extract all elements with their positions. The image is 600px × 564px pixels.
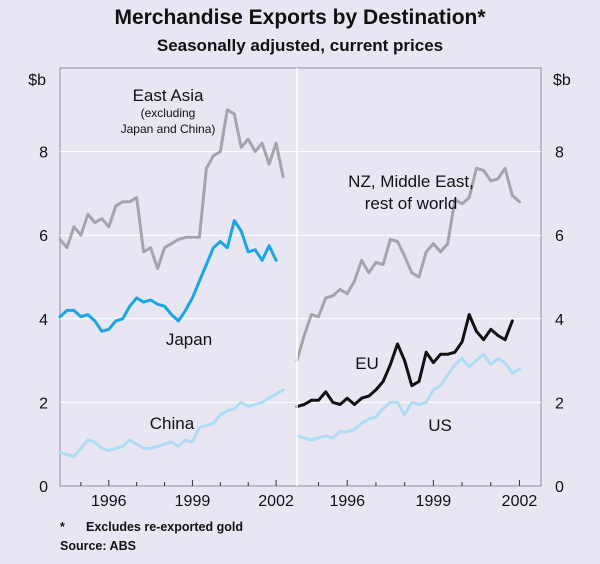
- label-east-asia-sub2: Japan and China): [121, 122, 216, 136]
- x-tick-label-right-1999: 1999: [416, 493, 452, 510]
- label-japan: Japan: [166, 330, 212, 349]
- series-line-east-asia: [58, 108, 285, 271]
- x-tick-label-right-2002: 2002: [502, 493, 538, 510]
- y-tick-label-right-8: 8: [555, 145, 564, 162]
- series-line-japan: [58, 219, 278, 333]
- series-line-nz-middle-east-rest-of-world: [295, 166, 521, 363]
- y-tick-label-right-6: 6: [555, 228, 564, 245]
- y-tick-label-right-2: 2: [555, 395, 564, 412]
- x-tick-label-left-2002: 2002: [258, 493, 294, 510]
- label-nz-middle-east: NZ, Middle East,: [348, 172, 474, 191]
- source-note: Source: ABS: [60, 539, 136, 553]
- x-tick-label-left-1999: 1999: [175, 493, 211, 510]
- label-rest-of-world: rest of world: [365, 194, 458, 213]
- footnote-text: Excludes re-exported gold: [86, 520, 243, 534]
- footnote: * Excludes re-exported gold: [60, 520, 243, 534]
- series-line-us: [295, 352, 521, 442]
- y-tick-label-left-4: 4: [39, 312, 48, 329]
- plot-frame: [59, 67, 542, 487]
- y-axis-label-left: $b: [28, 72, 46, 89]
- x-tick-label-right-1996: 1996: [329, 493, 365, 510]
- y-tick-label-left-2: 2: [39, 395, 48, 412]
- label-us: US: [428, 416, 452, 435]
- series-line-china: [58, 388, 285, 459]
- y-tick-label-left-6: 6: [39, 228, 48, 245]
- y-axis-label-right: $b: [553, 72, 571, 89]
- x-tick-label-left-1996: 1996: [91, 493, 127, 510]
- y-tick-label-left-8: 8: [39, 145, 48, 162]
- label-east-asia: East Asia: [133, 86, 204, 105]
- footnote-marker: *: [60, 520, 65, 534]
- label-china: China: [150, 414, 195, 433]
- label-eu: EU: [355, 354, 379, 373]
- y-tick-label-left-0: 0: [39, 479, 48, 496]
- chart-subtitle: Seasonally adjusted, current prices: [156, 36, 444, 55]
- y-tick-label-right-4: 4: [555, 312, 564, 329]
- label-east-asia-sub1: (excluding: [141, 106, 196, 120]
- chart-title: Merchandise Exports by Destination*: [114, 6, 486, 29]
- series-line-eu: [295, 313, 514, 409]
- y-tick-label-right-0: 0: [555, 479, 564, 496]
